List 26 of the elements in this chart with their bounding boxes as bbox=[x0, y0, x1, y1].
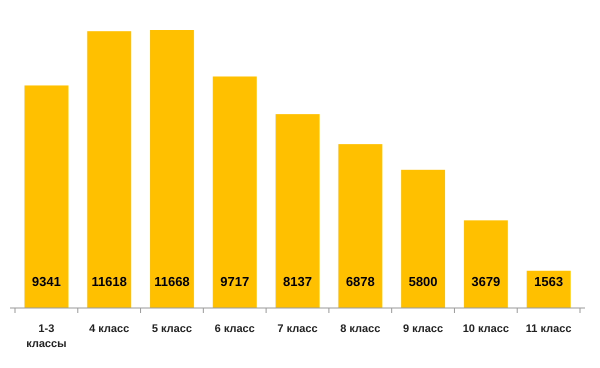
bar bbox=[150, 30, 194, 308]
data-label: 5800 bbox=[408, 274, 438, 289]
bar bbox=[464, 220, 508, 308]
x-tick-label: 8 класс bbox=[340, 323, 380, 335]
x-tick-label: 1-3 классы bbox=[26, 323, 67, 350]
x-tick-label: 10 класс bbox=[462, 323, 509, 335]
data-label: 9717 bbox=[220, 274, 250, 289]
x-tick-label: 5 класс bbox=[152, 323, 192, 335]
bar bbox=[401, 170, 446, 308]
data-label: 11618 bbox=[91, 274, 127, 289]
bar bbox=[24, 85, 68, 308]
x-tick-label: 9 класс bbox=[402, 323, 444, 335]
data-label: 3679 bbox=[471, 274, 500, 289]
bar bbox=[338, 144, 382, 308]
data-label: 11668 bbox=[154, 274, 190, 289]
data-label: 6878 bbox=[346, 274, 375, 289]
x-tick-label: 11 класс bbox=[526, 323, 572, 335]
x-tick-label: 7 класс bbox=[277, 323, 318, 335]
bar bbox=[276, 114, 320, 308]
x-tick-label: 6 класс bbox=[214, 323, 255, 335]
data-label: 8137 bbox=[283, 274, 312, 289]
bar bbox=[212, 76, 257, 308]
data-label: 1563 bbox=[534, 274, 564, 289]
data-label: 9341 bbox=[32, 274, 61, 289]
x-tick-label: 4 класс bbox=[89, 323, 130, 335]
bar bbox=[87, 31, 132, 308]
